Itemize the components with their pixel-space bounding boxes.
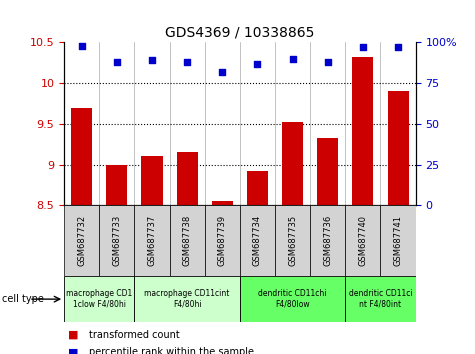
Point	[148, 58, 156, 63]
Text: GSM687732: GSM687732	[77, 215, 86, 266]
Point	[254, 61, 261, 67]
Bar	[282, 122, 303, 205]
Bar	[134, 205, 170, 276]
Bar	[352, 57, 373, 205]
Text: ■: ■	[67, 347, 78, 354]
Point	[78, 43, 86, 48]
Text: transformed count: transformed count	[89, 330, 180, 339]
Title: GDS4369 / 10338865: GDS4369 / 10338865	[165, 26, 314, 40]
Bar	[99, 205, 134, 276]
Bar	[142, 156, 162, 205]
Bar	[275, 205, 310, 276]
Bar	[388, 91, 408, 205]
Text: cell type: cell type	[2, 294, 44, 304]
Point	[394, 45, 402, 50]
Bar	[310, 205, 345, 276]
Bar	[177, 152, 198, 205]
Bar	[170, 205, 205, 276]
Bar	[205, 205, 240, 276]
Point	[289, 56, 296, 62]
Text: GSM687737: GSM687737	[148, 215, 156, 266]
Bar	[71, 108, 92, 205]
Text: macrophage CD11cint
F4/80hi: macrophage CD11cint F4/80hi	[144, 290, 230, 309]
Bar	[240, 276, 345, 322]
Bar	[64, 205, 99, 276]
Point	[113, 59, 121, 65]
Bar	[345, 205, 380, 276]
Text: GSM687738: GSM687738	[183, 215, 191, 266]
Text: dendritic CD11chi
F4/80low: dendritic CD11chi F4/80low	[258, 290, 327, 309]
Bar	[134, 276, 240, 322]
Text: dendritic CD11ci
nt F4/80int: dendritic CD11ci nt F4/80int	[349, 290, 412, 309]
Bar	[380, 205, 416, 276]
Text: ■: ■	[67, 330, 78, 339]
Bar	[317, 138, 338, 205]
Text: GSM687739: GSM687739	[218, 215, 227, 266]
Bar	[240, 205, 275, 276]
Text: GSM687736: GSM687736	[323, 215, 332, 266]
Text: GSM687741: GSM687741	[394, 215, 402, 266]
Text: GSM687733: GSM687733	[113, 215, 121, 266]
Text: percentile rank within the sample: percentile rank within the sample	[89, 347, 254, 354]
Text: GSM687735: GSM687735	[288, 215, 297, 266]
Bar	[212, 201, 233, 205]
Text: GSM687740: GSM687740	[359, 215, 367, 266]
Point	[183, 59, 191, 65]
Point	[359, 45, 367, 50]
Bar	[64, 276, 134, 322]
Point	[324, 59, 332, 65]
Bar	[106, 165, 127, 205]
Bar	[345, 276, 416, 322]
Text: GSM687734: GSM687734	[253, 215, 262, 266]
Bar	[247, 171, 268, 205]
Point	[218, 69, 226, 75]
Text: macrophage CD1
1clow F4/80hi: macrophage CD1 1clow F4/80hi	[66, 290, 133, 309]
